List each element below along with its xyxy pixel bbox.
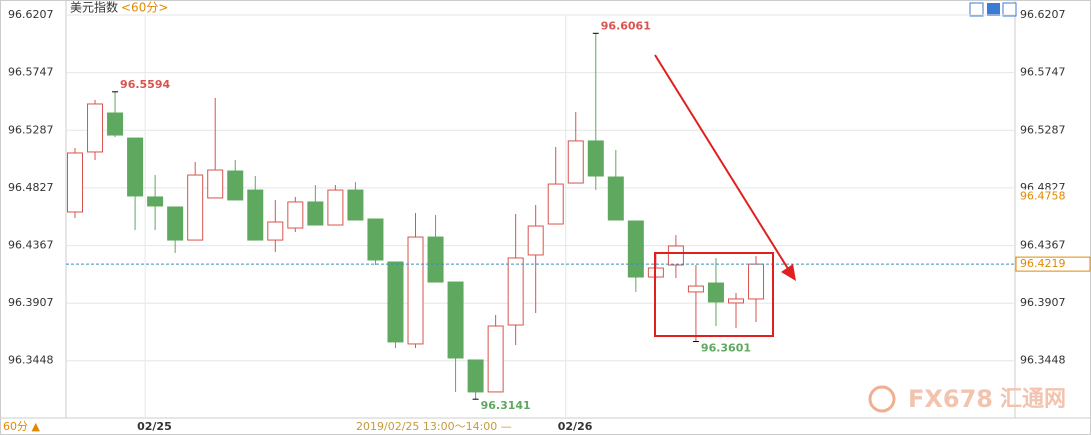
candle-body <box>367 218 384 261</box>
candle-body <box>587 140 604 177</box>
y-tick-label: 96.5747 <box>8 66 54 79</box>
candle-body <box>247 189 264 241</box>
toolbar <box>969 2 1017 17</box>
last-price-label: 96.4219 <box>1020 257 1066 270</box>
candle-body <box>67 152 83 213</box>
reference-label: 96.4758 <box>1020 190 1066 203</box>
watermark-logo <box>868 385 896 413</box>
time-tooltip: 2019/02/25 13:00～14:00 — <box>356 420 512 433</box>
extreme-label: 96.3141 <box>481 399 531 412</box>
candle-body <box>387 261 404 343</box>
candle-body <box>327 189 344 226</box>
candle-body <box>187 174 204 241</box>
extreme-label: 96.6061 <box>601 19 651 32</box>
y2-tick-label: 96.6207 <box>1020 8 1066 21</box>
y2-tick-label: 96.4367 <box>1020 239 1066 252</box>
y2-tick-label: 96.5287 <box>1020 123 1066 136</box>
arrow-head <box>781 264 796 281</box>
x-tick-label: 02/26 <box>558 420 593 433</box>
candle-body <box>607 176 624 221</box>
candle-body <box>207 169 224 199</box>
candle-body <box>167 206 184 241</box>
last-price-bg <box>1015 256 1091 272</box>
watermark-name: 汇通网 <box>1000 387 1066 412</box>
candle-body <box>127 137 144 197</box>
y-tick-label: 96.3907 <box>8 296 54 309</box>
candle-body <box>467 359 484 393</box>
reference-label-bg <box>1016 189 1090 204</box>
candle-body <box>307 201 324 226</box>
y2-tick-label: 96.3907 <box>1020 296 1066 309</box>
watermark-brand: FX678 <box>908 385 993 413</box>
candle-body <box>267 221 284 241</box>
y2-tick-label: 96.3448 <box>1020 354 1066 367</box>
candle-body <box>487 325 504 393</box>
candle-body <box>748 263 765 300</box>
candle-body <box>347 189 364 221</box>
candle-body <box>527 225 544 256</box>
candle-body <box>427 236 444 283</box>
y-tick-label: 96.6207 <box>8 8 54 21</box>
y-tick-label: 96.4827 <box>8 181 54 194</box>
candle-body <box>567 140 584 184</box>
candle-body <box>707 282 724 303</box>
y-tick-label: 96.4367 <box>8 239 54 252</box>
highlight-box <box>654 252 774 337</box>
x-tick-label: 02/25 <box>137 420 172 433</box>
trend-arrow <box>654 54 791 273</box>
candle-body <box>147 196 164 207</box>
candle-body <box>687 285 704 293</box>
tool-icon[interactable] <box>969 2 984 17</box>
candle-body <box>667 245 684 266</box>
candle-body <box>87 103 104 153</box>
watermark: FX678 汇通网 <box>868 385 1066 413</box>
candle-body <box>547 183 564 225</box>
period-label[interactable]: <60分> <box>121 1 168 15</box>
tool-icon[interactable] <box>1002 2 1017 17</box>
y2-tick-label: 96.5747 <box>1020 66 1066 79</box>
candle-body <box>727 298 744 304</box>
candle-body <box>107 112 124 136</box>
extreme-label: 96.3601 <box>701 342 751 355</box>
y-tick-label: 96.3448 <box>8 354 54 367</box>
tool-icon[interactable] <box>987 3 1000 16</box>
y-tick-label: 96.5287 <box>8 123 54 136</box>
period-selector[interactable]: 60分 ▲ <box>3 420 40 433</box>
candle-body <box>287 201 304 229</box>
candle-body <box>507 257 524 326</box>
extreme-label: 96.5594 <box>120 78 170 91</box>
instrument-title: 美元指数 <box>70 0 118 15</box>
candle-body <box>407 236 424 345</box>
candle-body <box>227 170 244 201</box>
candle-body <box>447 281 464 359</box>
candle-body <box>627 220 644 278</box>
